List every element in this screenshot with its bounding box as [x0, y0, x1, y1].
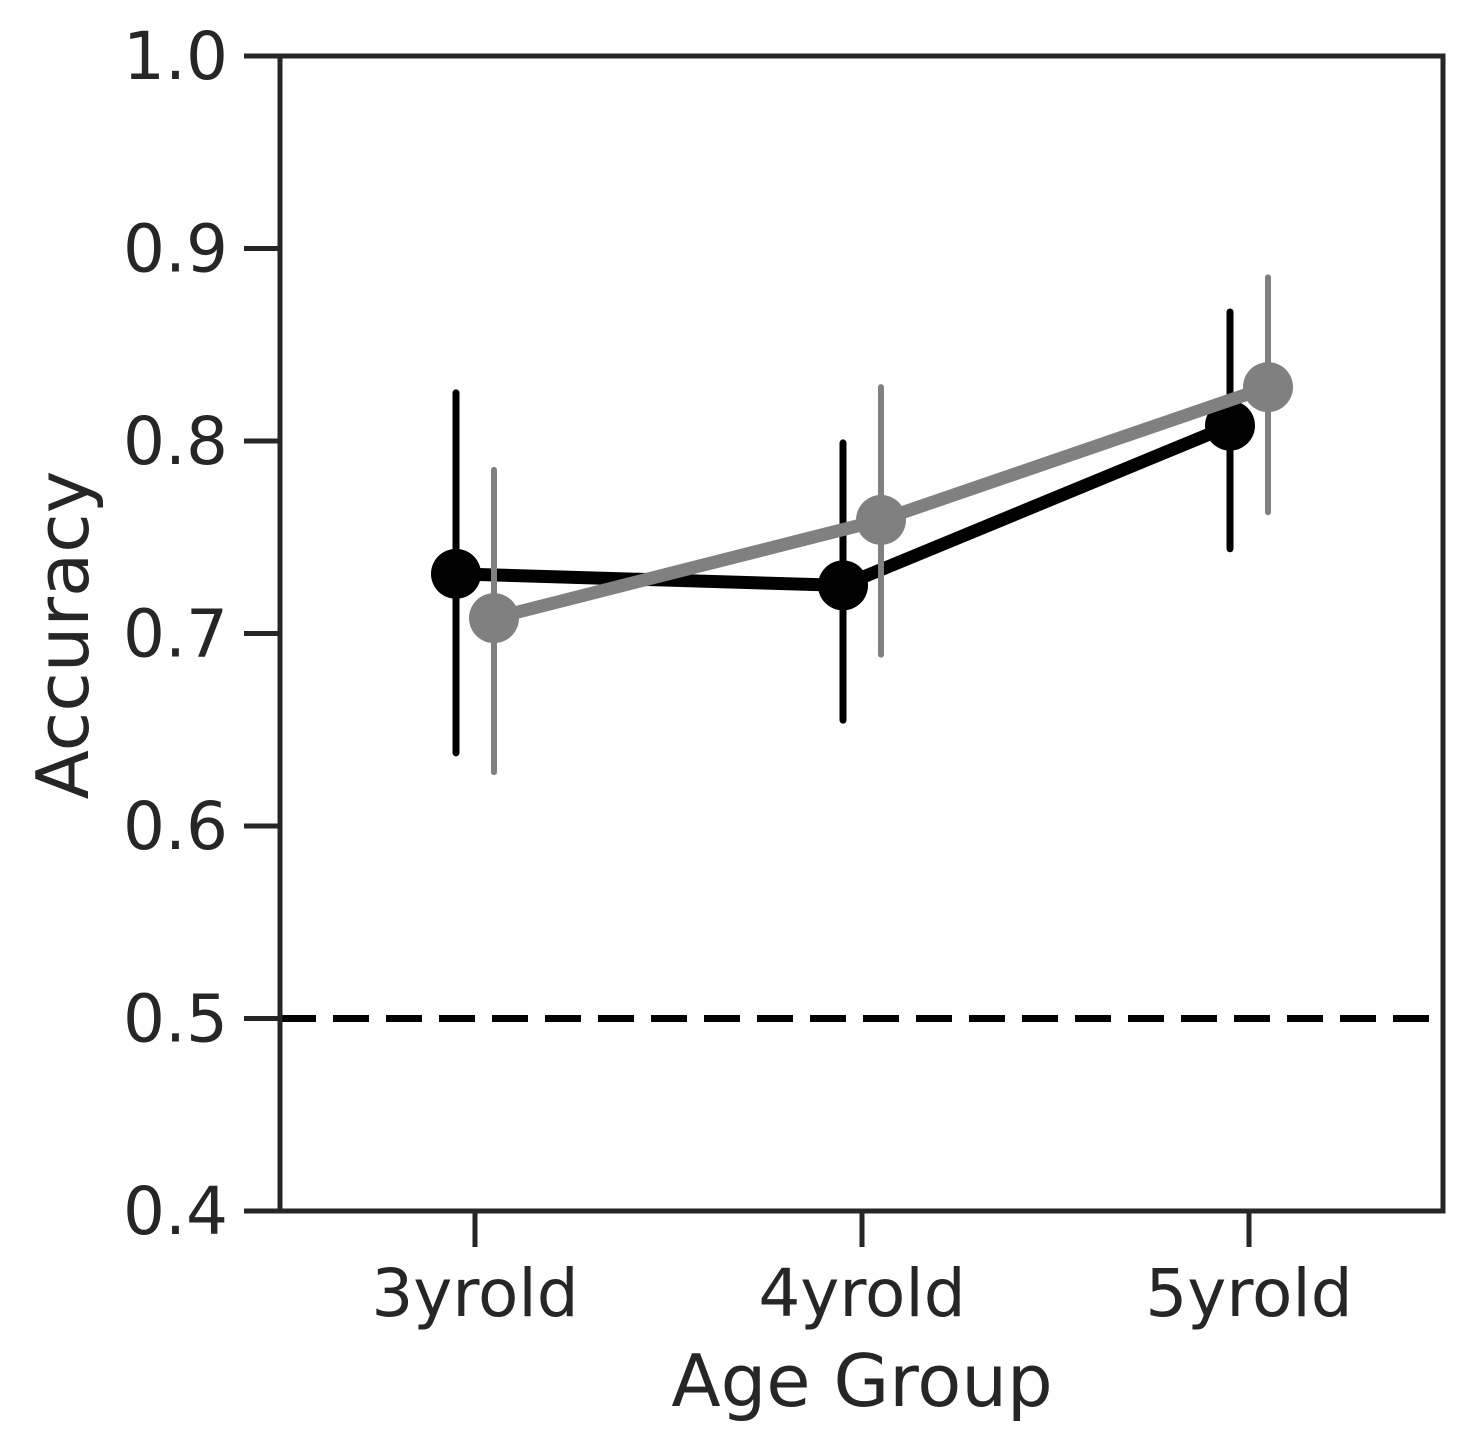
- point-series2-3yrold: [469, 593, 519, 644]
- point-series2-4yrold: [856, 494, 906, 545]
- y-tick-label-0.4: 0.4: [123, 1173, 228, 1250]
- series-2: [469, 274, 1293, 776]
- y-tick-label-1.0: 1.0: [123, 18, 228, 95]
- x-axis-label: Age Group: [671, 1339, 1052, 1423]
- y-tick-label-0.7: 0.7: [123, 596, 228, 673]
- series-group: [431, 274, 1293, 776]
- y-tick-label-0.8: 0.8: [123, 403, 228, 480]
- y-axis-ticks: 0.4 0.5 0.6 0.7 0.8 0.9 1.0: [123, 18, 280, 1250]
- x-tick-label-5yrold: 5yrold: [1145, 1255, 1352, 1332]
- point-series2-5yrold: [1243, 362, 1293, 413]
- y-tick-label-0.9: 0.9: [123, 211, 228, 288]
- y-tick-label-0.6: 0.6: [123, 788, 228, 865]
- y-tick-label-0.5: 0.5: [123, 981, 228, 1058]
- point-series1-5yrold: [1205, 400, 1255, 451]
- series-1: [431, 308, 1255, 757]
- point-series1-4yrold: [818, 560, 868, 611]
- point-series1-3yrold: [431, 548, 481, 599]
- x-axis-ticks: 3yrold 4yrold 5yrold: [371, 1211, 1353, 1332]
- y-axis-label: Accuracy: [21, 471, 105, 800]
- x-tick-label-4yrold: 4yrold: [758, 1255, 965, 1332]
- x-tick-label-3yrold: 3yrold: [371, 1255, 578, 1332]
